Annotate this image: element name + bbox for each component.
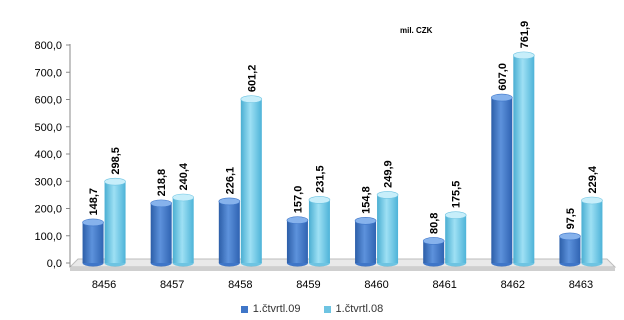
data-label: 601,2 [246,65,258,93]
bar-body [308,199,330,263]
bar-body [559,236,581,263]
bar-body [150,203,172,263]
bar-body [286,220,308,263]
bar-2-8460 [376,191,399,267]
bar-1-8458 [218,197,241,267]
legend-label-series-1: 1.čtvrtl.09 [252,303,301,315]
bar-2-8463 [581,196,603,267]
bar-top-cap [218,197,241,206]
y-tick-label: 600,0 [34,95,62,107]
bar-top-cap [308,196,331,204]
y-tick-label: 400,0 [34,149,62,161]
x-tick-label: 8459 [296,279,320,291]
y-tick-label: 200,0 [34,204,62,216]
bar-body [491,97,513,263]
bar-top-cap [444,211,467,219]
x-tick-label: 8461 [432,279,456,291]
data-label: 229,4 [587,165,599,193]
y-tick-label: 500,0 [34,122,62,134]
bar-top-cap [82,218,104,227]
bar-1-8459 [286,216,309,267]
x-tick-label: 8458 [228,279,252,291]
y-tick-label: 700,0 [34,67,62,79]
data-label: 607,0 [497,63,509,91]
bar-top-cap [150,199,172,208]
bar-top-cap [240,95,263,103]
bar-body [423,240,445,263]
y-tick-label: 800,0 [34,40,62,52]
data-label: 218,8 [156,169,168,197]
bar-1-8460 [354,217,377,267]
y-tick-label: 0,0 [47,258,62,270]
bars [82,51,603,267]
bar-top-cap [581,196,603,205]
bar-body [218,201,240,263]
data-label: 298,5 [110,147,122,175]
bar-body [513,55,535,264]
bar-2-8456 [104,177,126,267]
data-labels: 148,7 298,5 218,8 240,4 226,1 601,2 157,0 231,5… [88,21,599,234]
bar-body [172,197,194,263]
bar-1-8461 [422,237,445,267]
bar-body [240,99,262,263]
y-axis-ticks: 0,0 100,0 200,0 300,0 400,0 500,0 600,0 700,0 80… [34,40,70,270]
data-label: 175,5 [451,181,463,209]
bar-body [355,220,377,263]
data-label: 240,4 [178,162,190,190]
x-axis-ticks: 8456 8457 8458 8459 8460 8461 8462 8463 [92,279,593,291]
data-label: 154,8 [361,186,373,214]
bar-2-8461 [444,211,467,267]
data-label: 80,8 [429,213,441,234]
bar-body [377,194,399,263]
bar-body [445,215,467,263]
legend-swatch-series-2 [323,305,331,313]
bar-top-cap [491,93,513,102]
bar-2-8457 [172,193,194,267]
x-tick-label: 8463 [569,279,593,291]
bar-body [104,181,126,263]
data-label: 231,5 [314,165,326,193]
bar-top-cap [172,193,194,202]
bar-1-8457 [150,199,172,267]
bar-body [82,222,104,263]
bar-top-cap [513,51,535,60]
bar-top-cap [559,232,581,241]
bar-top-cap [376,191,399,199]
legend-item-series-1: 1.čtvrtl.09 [240,303,301,315]
legend: 1.čtvrtl.09 1.čtvrtl.08 [0,303,624,315]
bar-top-cap [422,237,445,245]
data-label: 157,0 [292,186,304,214]
data-label: 226,1 [224,167,236,195]
bar-top-cap [286,216,309,225]
x-tick-label: 8457 [160,279,184,291]
bar-top-cap [104,177,126,186]
bar-1-8456 [82,218,104,267]
x-tick-label: 8460 [364,279,388,291]
bar-body [581,200,603,263]
legend-label-series-2: 1.čtvrtl.08 [335,303,384,315]
unit-label: mil. CZK [400,26,433,35]
bar-1-8463 [559,232,581,267]
bar-top-cap [354,217,377,225]
x-tick-label: 8462 [501,279,525,291]
data-label: 249,9 [383,160,395,188]
data-label: 148,7 [88,188,100,216]
legend-swatch-series-1 [240,305,248,313]
data-label: 761,9 [519,21,531,49]
data-label: 97,5 [565,208,577,229]
bar-2-8458 [240,95,263,267]
plot-floor [68,258,617,271]
bar-2-8459 [308,196,331,267]
bar-1-8462 [491,93,513,267]
legend-item-series-2: 1.čtvrtl.08 [323,303,384,315]
bar-2-8462 [513,51,535,267]
x-tick-label: 8456 [92,279,116,291]
y-tick-label: 100,0 [34,231,62,243]
y-tick-label: 300,0 [34,176,62,188]
